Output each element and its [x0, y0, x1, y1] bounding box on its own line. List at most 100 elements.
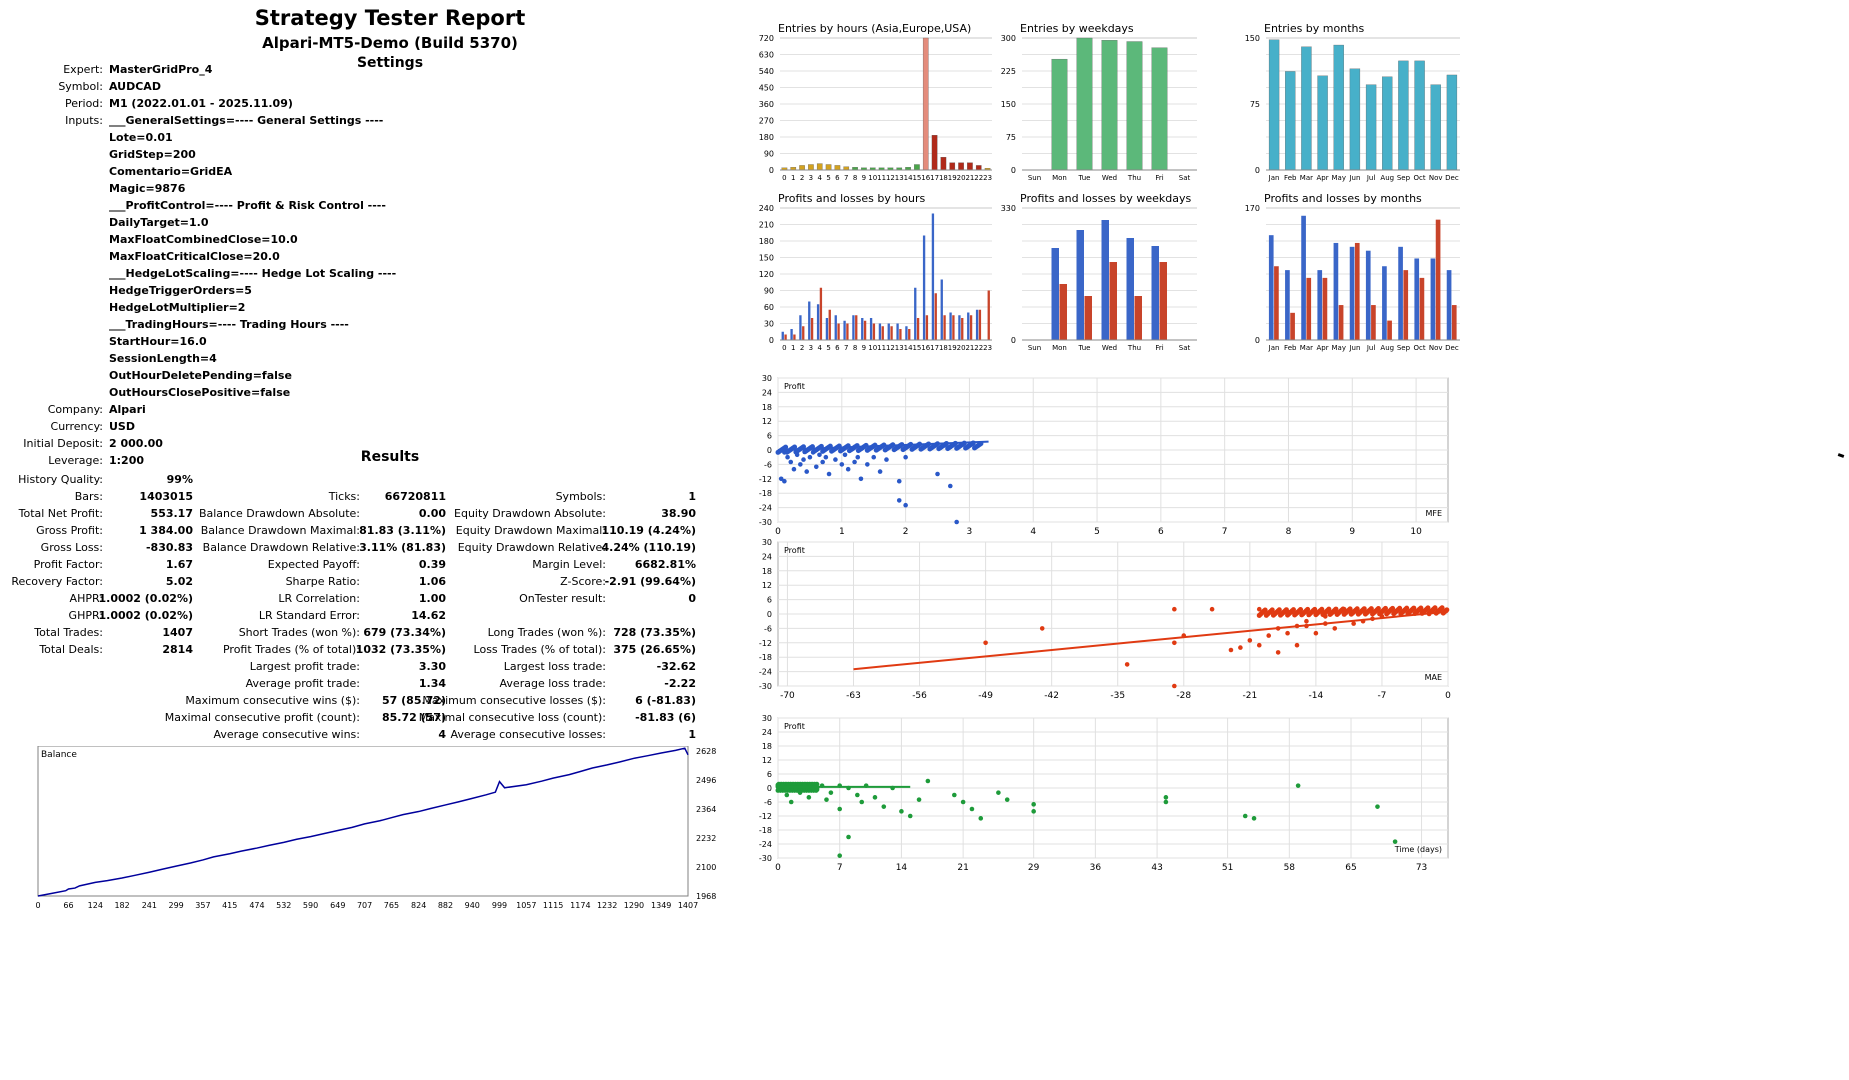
y-tick: 6: [767, 770, 772, 779]
bar: [1151, 246, 1159, 340]
bar: [852, 315, 855, 340]
setting-value: Comentario=GridEA: [109, 165, 233, 178]
scatter-point: [1323, 614, 1328, 619]
result-value: -81.83 (6): [635, 711, 696, 724]
bar: [828, 309, 831, 340]
bar: [905, 326, 908, 340]
result-label: Average consecutive losses:: [450, 728, 606, 741]
bar: [1414, 258, 1420, 340]
bar: [987, 290, 990, 340]
result-value: 5.02: [165, 575, 193, 588]
result-label: Maximal consecutive profit (count):: [164, 711, 360, 724]
scatter-point: [954, 519, 959, 525]
balance-x-tick: 1290: [624, 901, 644, 910]
results-heading: Results: [360, 449, 420, 465]
y-tick: 240: [759, 204, 774, 213]
bar: [869, 318, 873, 340]
x-tick: Fri: [1155, 344, 1163, 352]
bar: [816, 163, 823, 171]
scatter-point: [1031, 809, 1036, 814]
balance-x-tick: 882: [438, 901, 453, 910]
x-tick: -35: [1110, 691, 1125, 701]
bar: [1134, 296, 1142, 340]
x-tick: 17: [930, 174, 939, 182]
y-tick: 12: [762, 756, 772, 765]
bar: [969, 315, 973, 340]
bar: [861, 318, 864, 340]
balance-x-tick: 241: [142, 901, 157, 910]
bar: [1451, 305, 1457, 340]
x-tick: Tue: [1078, 174, 1091, 182]
scatter-point: [978, 816, 984, 821]
scatter-point: [1375, 804, 1380, 809]
result-value: 553.17: [150, 507, 193, 520]
setting-value: MaxFloatCriticalClose=20.0: [109, 250, 280, 263]
setting-value: M1 (2022.01.01 - 2025.11.09): [109, 97, 293, 110]
bar: [1387, 320, 1392, 340]
x-tick: 5: [826, 174, 830, 182]
result-value: 1.0002 (0.02%): [98, 609, 194, 622]
x-tick: 4: [818, 344, 823, 352]
scatter-point: [1295, 783, 1301, 788]
bar: [846, 323, 849, 340]
pl-weekdays-chart: Profits and losses by weekdays 0 330 Sun Mon…: [1001, 192, 1197, 352]
y-tick: -30: [759, 682, 772, 691]
balance-x-tick: 1349: [651, 901, 671, 910]
y-tick: 720: [759, 34, 774, 43]
y-tick: 90: [764, 287, 774, 296]
x-tick: 19: [948, 344, 957, 352]
setting-value: HedgeTriggerOrders=5: [109, 284, 252, 297]
result-label: Equity Drawdown Relative:: [457, 541, 606, 554]
y-tick: 18: [762, 403, 772, 412]
cursor-mark: [1837, 453, 1845, 458]
scatter-point: [1256, 606, 1262, 612]
x-tick: Aug: [1380, 344, 1394, 352]
setting-value: ___TradingHours=---- Trading Hours ----: [109, 318, 349, 331]
y-tick: -18: [759, 653, 772, 662]
setting-value: OutHourDeletePending=false: [109, 369, 292, 382]
x-tick: Jan: [1268, 174, 1280, 182]
bar: [1382, 266, 1387, 340]
bar: [781, 331, 784, 340]
x-tick: 12: [886, 174, 895, 182]
y-tick: 225: [1001, 67, 1016, 76]
bar: [843, 320, 846, 340]
result-label: Equity Drawdown Absolute:: [454, 507, 606, 520]
x-tick: Mon: [1052, 344, 1067, 352]
y-tick: 24: [762, 388, 772, 397]
bar: [834, 315, 837, 340]
balance-x-tick: 765: [384, 901, 399, 910]
bar: [816, 304, 820, 340]
balance-x-tick: 824: [411, 901, 426, 910]
scatter-point: [1242, 813, 1248, 819]
result-label: Symbols:: [555, 490, 606, 503]
balance-x-tick: 590: [303, 901, 318, 910]
y-axis-label: Profit: [784, 722, 805, 731]
scatter-point: [813, 464, 819, 470]
setting-value: ___GeneralSettings=---- General Settings…: [109, 114, 384, 127]
balance-x-tick: 532: [276, 901, 291, 910]
x-tick: 4: [1030, 527, 1036, 537]
scatter-point: [896, 478, 902, 484]
bar: [1159, 262, 1167, 340]
setting-value: GridStep=200: [109, 148, 196, 161]
x-axis-label: MFE: [1425, 509, 1442, 518]
x-tick: Jun: [1348, 344, 1360, 352]
result-label: Total Net Profit:: [18, 507, 103, 520]
x-tick: 43: [1151, 863, 1162, 873]
setting-value: 2 000.00: [109, 437, 163, 450]
y-tick: 180: [759, 237, 774, 246]
x-tick: -28: [1176, 691, 1191, 701]
x-tick: Wed: [1102, 174, 1117, 182]
result-value: 110.19 (4.24%): [601, 524, 697, 537]
result-label: Expected Payoff:: [267, 558, 360, 571]
scatter-point: [1392, 839, 1398, 844]
x-tick: 9: [1349, 527, 1355, 537]
bar: [1290, 312, 1295, 340]
bar: [961, 318, 964, 340]
x-tick: Sep: [1397, 344, 1411, 352]
bar: [808, 164, 814, 171]
result-label: OnTester result:: [519, 592, 606, 605]
result-label: LR Standard Error:: [258, 609, 360, 622]
setting-value: AUDCAD: [109, 80, 161, 93]
